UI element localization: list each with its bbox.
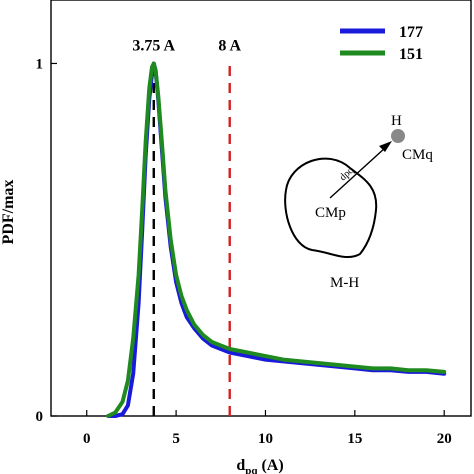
inset-blob-label: CMp — [315, 205, 346, 221]
y-tick-label: 1 — [36, 56, 44, 72]
axes — [50, 0, 472, 417]
ticks: 0 5 10 15 20 0 1 — [36, 56, 452, 447]
inset-point-label: H — [391, 113, 402, 129]
x-tick-label: 5 — [172, 431, 180, 447]
reference-line-label: 3.75 A — [132, 37, 175, 54]
series-lines — [106, 61, 447, 418]
reference-line-label: 8 A — [218, 37, 241, 54]
inset-edge-label: dpq — [338, 165, 357, 183]
molecule-blob — [284, 157, 378, 259]
x-axis-title: dpq (A) — [236, 457, 283, 474]
x-axis-title-sub: pq — [245, 465, 258, 474]
inset-target-label: CMq — [402, 147, 433, 163]
y-tick-label: 0 — [36, 409, 44, 425]
legend-label-177: 177 — [399, 24, 423, 41]
y-axis-title: PDF/max — [0, 180, 17, 245]
x-tick-label: 10 — [258, 431, 273, 447]
x-axis-title-unit: (A) — [257, 457, 283, 474]
arrow-head-icon — [379, 141, 392, 152]
inset-caption: M-H — [330, 275, 359, 291]
distance-arrow — [329, 146, 387, 199]
legend-label-151: 151 — [399, 46, 423, 63]
x-tick-label: 15 — [347, 431, 362, 447]
x-tick-label: 20 — [437, 431, 452, 447]
legend: 177 151 — [340, 24, 423, 63]
reference-lines: 3.75 A 8 A — [132, 37, 242, 416]
hydrogen-atom-icon — [391, 129, 405, 143]
x-axis-title-main: d — [236, 457, 245, 474]
series-line-151 — [106, 61, 447, 418]
plot-frame — [50, 0, 472, 417]
x-tick-label: 0 — [83, 431, 91, 447]
inset-diagram: H CMq dpq CMp M-H — [284, 113, 433, 291]
